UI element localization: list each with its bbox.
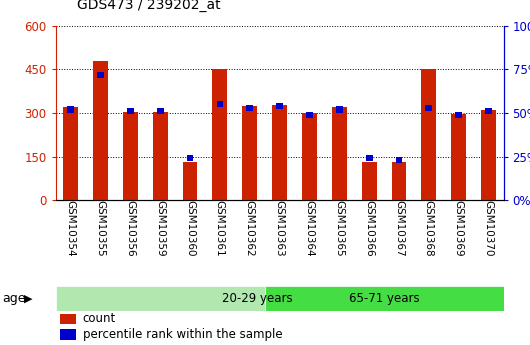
Text: ▶: ▶ [24, 294, 32, 303]
Bar [63, 107, 78, 200]
Bar [272, 105, 287, 200]
Bar [451, 114, 466, 200]
Bar [366, 155, 373, 161]
Bar [187, 155, 193, 161]
Bar [60, 314, 76, 324]
Text: GSM10363: GSM10363 [275, 200, 285, 257]
Bar [123, 111, 138, 200]
Text: GSM10368: GSM10368 [424, 200, 434, 257]
Bar [481, 110, 496, 200]
Text: GSM10360: GSM10360 [185, 200, 195, 257]
Text: GSM10355: GSM10355 [95, 200, 105, 257]
Bar [93, 61, 108, 200]
Bar [153, 111, 167, 200]
Bar [97, 72, 104, 78]
Bar [455, 112, 462, 118]
Bar [302, 113, 317, 200]
Text: GSM10366: GSM10366 [364, 200, 374, 257]
Text: GSM10369: GSM10369 [454, 200, 464, 257]
Text: GSM10356: GSM10356 [125, 200, 135, 257]
Bar [216, 101, 223, 107]
Bar [246, 105, 253, 111]
Bar [157, 108, 164, 114]
Bar [395, 157, 402, 163]
Bar [56, 286, 264, 310]
Bar [264, 286, 504, 310]
Text: GSM10354: GSM10354 [66, 200, 76, 257]
Bar [332, 107, 347, 200]
Text: percentile rank within the sample: percentile rank within the sample [83, 328, 282, 341]
Text: 20-29 years: 20-29 years [222, 292, 293, 305]
Bar [421, 69, 436, 200]
Text: GSM10362: GSM10362 [245, 200, 255, 257]
Bar [306, 112, 313, 118]
Bar [242, 106, 257, 200]
Bar [361, 162, 377, 200]
Bar [213, 69, 227, 200]
Bar [392, 162, 407, 200]
Text: GSM10370: GSM10370 [483, 200, 493, 257]
Text: 65-71 years: 65-71 years [349, 292, 419, 305]
Bar [127, 108, 134, 114]
Text: GSM10361: GSM10361 [215, 200, 225, 257]
Text: count: count [83, 312, 116, 325]
Text: age: age [3, 292, 26, 305]
Bar [67, 107, 74, 112]
Bar [60, 329, 76, 340]
Bar [336, 107, 343, 112]
Bar [276, 103, 283, 109]
Bar [426, 105, 432, 111]
Text: GSM10364: GSM10364 [304, 200, 314, 257]
Text: GSM10367: GSM10367 [394, 200, 404, 257]
Bar [485, 108, 492, 114]
Text: GSM10365: GSM10365 [334, 200, 344, 257]
Text: GDS473 / 239202_at: GDS473 / 239202_at [77, 0, 220, 12]
Text: GSM10359: GSM10359 [155, 200, 165, 257]
Bar [182, 162, 198, 200]
